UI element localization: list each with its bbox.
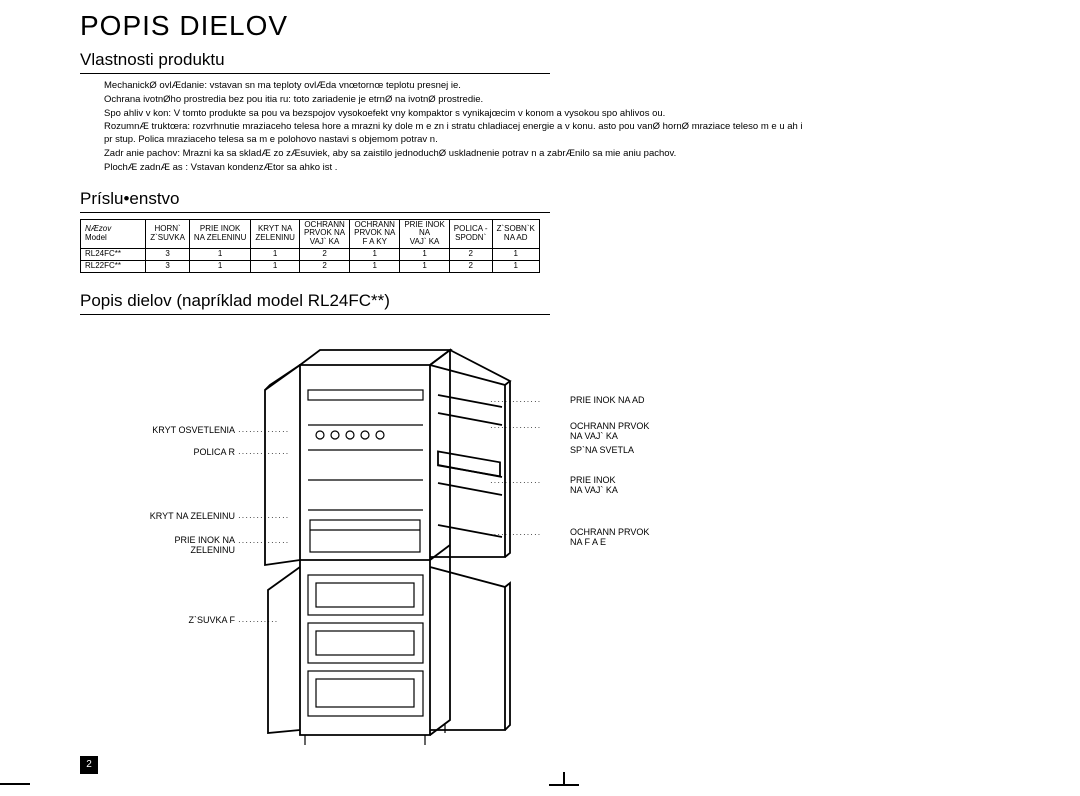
corner-model: Model xyxy=(85,234,115,243)
col-head: Z`SOBN`KNA AD xyxy=(492,219,539,248)
cell: 1 xyxy=(251,260,300,272)
label-spina-svetla: SP`NA SVETLA xyxy=(570,445,634,456)
crop-mark-icon xyxy=(0,776,40,792)
feature-line: Zadr anie pachov: Mrazni ka sa skladÆ zo… xyxy=(104,148,804,161)
table-corner: NÆzov Model xyxy=(81,219,146,248)
cell: 1 xyxy=(492,260,539,272)
document-page: POPIS DIELOV Vlastnosti produktu Mechani… xyxy=(0,0,1080,785)
feature-line: MechanickØ ovlÆdanie: vstavan sn ma tepl… xyxy=(104,80,804,93)
col-head: PRIE INOKNAVAJ` KA xyxy=(400,219,449,248)
cell: 2 xyxy=(449,260,492,272)
cell: 2 xyxy=(449,249,492,261)
table-row: RL24FC** 3 1 1 2 1 1 2 1 xyxy=(81,249,540,261)
label-prieinok-ad: PRIE INOK NA AD xyxy=(570,395,645,406)
features-list: MechanickØ ovlÆdanie: vstavan sn ma tepl… xyxy=(104,80,804,175)
page-title: POPIS DIELOV xyxy=(80,10,1000,42)
cell: 3 xyxy=(146,260,190,272)
fridge-diagram xyxy=(260,335,560,755)
model-cell: RL24FC** xyxy=(81,249,146,261)
accessories-table: NÆzov Model HORN`Z`SUVKA PRIE INOKNA ZEL… xyxy=(80,219,540,273)
cell: 1 xyxy=(400,260,449,272)
table-header-row: NÆzov Model HORN`Z`SUVKA PRIE INOKNA ZEL… xyxy=(81,219,540,248)
section-parts-head: Popis dielov (napríklad model RL24FC**) xyxy=(80,291,550,315)
label-kryt-osvetlenia: KRYT OSVETLENIA xyxy=(80,425,235,436)
cell: 1 xyxy=(350,260,400,272)
col-head: HORN`Z`SUVKA xyxy=(146,219,190,248)
col-head: OCHRANNPRVOK NAVAJ` KA xyxy=(299,219,349,248)
page-number: 2 xyxy=(80,756,98,774)
cell: 1 xyxy=(350,249,400,261)
cell: 2 xyxy=(299,249,349,261)
feature-line: Spo ahliv v kon: V tomto produkte sa pou… xyxy=(104,108,804,121)
col-head: POLICA -SPODN` xyxy=(449,219,492,248)
label-kryt-zeleninu: KRYT NA ZELENINU xyxy=(80,511,235,522)
col-head: OCHRANNPRVOK NAF A KY xyxy=(350,219,400,248)
feature-line: Ochrana ivotnØho prostredia bez pou itia… xyxy=(104,94,804,107)
section-features-head: Vlastnosti produktu xyxy=(80,50,550,74)
cell: 3 xyxy=(146,249,190,261)
col-head: KRYT NAZELENINU xyxy=(251,219,300,248)
col-head: PRIE INOKNA ZELENINU xyxy=(189,219,250,248)
label-ochrann-fae: OCHRANN PRVOKNA F A E xyxy=(570,527,649,549)
feature-line: RozumnÆ truktœra: rozvrhnutie mraziaceho… xyxy=(104,121,804,147)
cell: 1 xyxy=(492,249,539,261)
cell: 2 xyxy=(299,260,349,272)
label-zasuvka-f: Z`SUVKA F xyxy=(80,615,235,626)
cell: 1 xyxy=(400,249,449,261)
cell: 1 xyxy=(251,249,300,261)
feature-line: PlochÆ zadnÆ as : Vstavan kondenzÆtor sa… xyxy=(104,162,804,175)
table-row: RL22FC** 3 1 1 2 1 1 2 1 xyxy=(81,260,540,272)
crop-mark-icon xyxy=(535,772,595,792)
diagram-area: KRYT OSVETLENIA ·············· POLICA R … xyxy=(80,335,780,775)
cell: 1 xyxy=(189,260,250,272)
label-prieinok-zeleninu: PRIE INOK NAZELENINU xyxy=(80,535,235,557)
label-ochrann-vajka: OCHRANN PRVOKNA VAJ` KA xyxy=(570,421,649,443)
section-accessories-head: Príslu•enstvo xyxy=(80,189,550,213)
cell: 1 xyxy=(189,249,250,261)
label-prieinok-vajka: PRIE INOKNA VAJ` KA xyxy=(570,475,618,497)
label-polica-r: POLICA R xyxy=(80,447,235,458)
model-cell: RL22FC** xyxy=(81,260,146,272)
